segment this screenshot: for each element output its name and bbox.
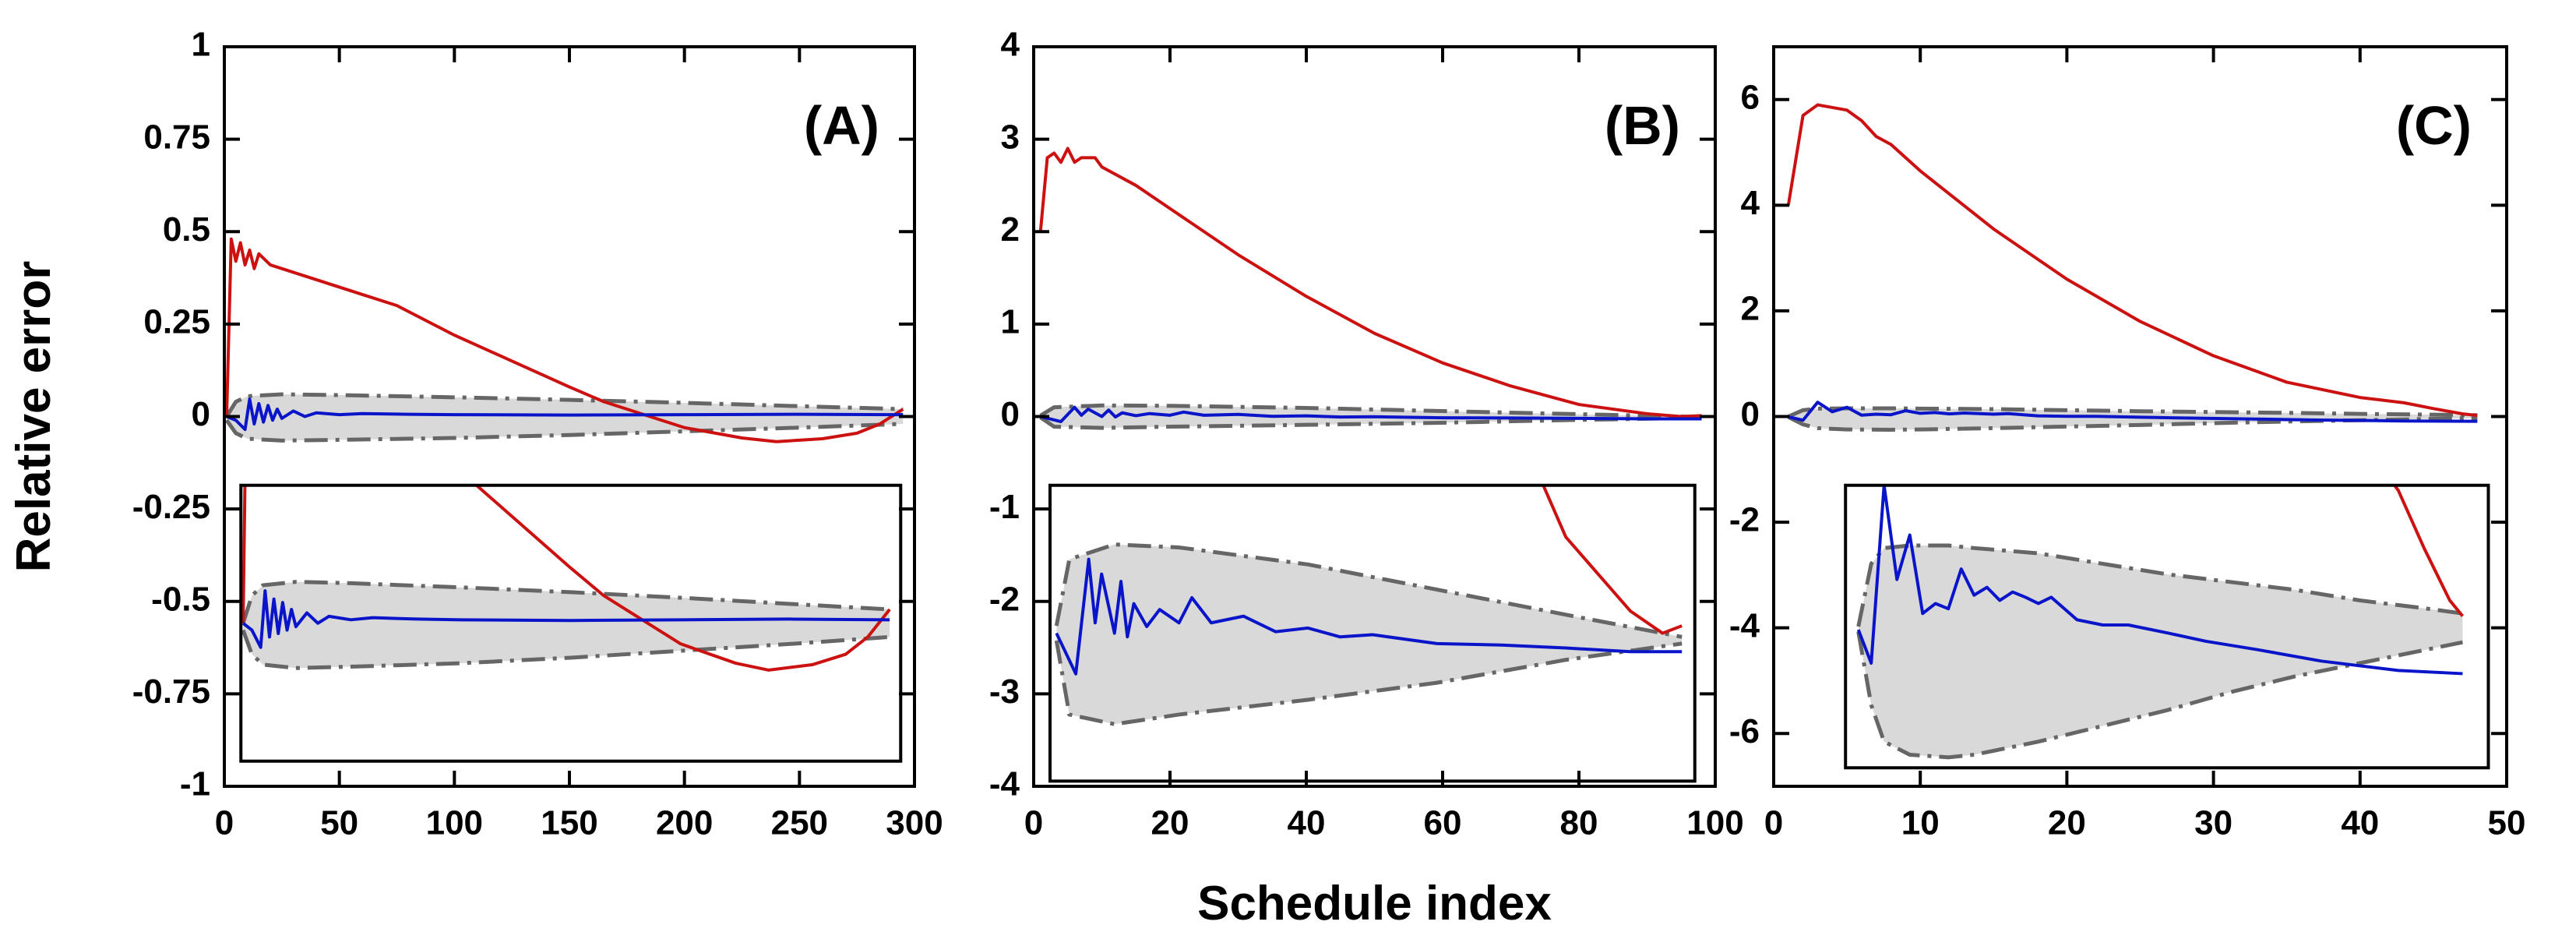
y-tick-label: 3 bbox=[1001, 118, 1020, 156]
y-tick-label: 4 bbox=[1741, 184, 1760, 222]
y-axis-title: Relative error bbox=[7, 261, 61, 573]
plot-area bbox=[224, 237, 904, 443]
inset-band-edge bbox=[1856, 543, 2463, 627]
y-tick-label: 1 bbox=[192, 26, 210, 64]
y-tick-label: -2 bbox=[989, 580, 1020, 618]
inset-plot bbox=[1054, 485, 1683, 726]
inset-frame bbox=[1844, 483, 2490, 770]
y-tick-label: 0.25 bbox=[143, 303, 210, 341]
inset-plot bbox=[241, 485, 891, 672]
x-tick-label: 50 bbox=[320, 804, 358, 842]
x-tick-label: 100 bbox=[426, 804, 483, 842]
panel-label: (A) bbox=[804, 95, 879, 156]
x-tick-label: 40 bbox=[2341, 804, 2379, 842]
band-edge bbox=[1039, 403, 1702, 419]
inset-series-line bbox=[241, 485, 891, 672]
band-edge bbox=[1787, 406, 2478, 418]
band-edge bbox=[224, 418, 904, 443]
x-tick-label: 20 bbox=[2048, 804, 2086, 842]
inset-band-edge bbox=[1856, 631, 2463, 760]
x-tick-label: 0 bbox=[1764, 804, 1783, 842]
inset-band-fill bbox=[1858, 545, 2463, 757]
inset-series-line bbox=[1856, 485, 2463, 676]
y-tick-label: 4 bbox=[1001, 26, 1020, 64]
series-line bbox=[226, 397, 904, 432]
x-axis-title: Schedule index bbox=[1197, 877, 1552, 925]
y-tick-label: 0 bbox=[1741, 395, 1760, 433]
y-tick-label: -0.5 bbox=[151, 580, 210, 618]
inset-band-edge bbox=[1054, 542, 1683, 639]
panel: 10.750.50.250-0.25-0.5-0.75-10 50 100 150 20… bbox=[132, 26, 943, 842]
x-tick-label: 100 bbox=[1686, 804, 1743, 842]
inset-plot bbox=[1856, 485, 2465, 760]
inset-series-line bbox=[1055, 557, 1683, 676]
x-tick-label: 80 bbox=[1560, 804, 1598, 842]
x-tick-label: 250 bbox=[771, 804, 828, 842]
x-tick-label: 300 bbox=[886, 804, 943, 842]
x-tick-label: 40 bbox=[1288, 804, 1326, 842]
y-tick-label: -1 bbox=[989, 488, 1020, 526]
inset-series-line bbox=[1542, 485, 1683, 635]
band-edge bbox=[1039, 415, 1702, 430]
y-tick-label: 2 bbox=[1741, 290, 1760, 328]
plot-area bbox=[1786, 103, 2478, 432]
x-tick-label: 200 bbox=[656, 804, 713, 842]
inset-band-fill bbox=[243, 581, 890, 669]
x-tick-label: 0 bbox=[1024, 804, 1043, 842]
series-line bbox=[1788, 401, 2478, 423]
y-tick-label: -3 bbox=[989, 673, 1020, 711]
y-tick-label: -0.75 bbox=[132, 673, 210, 711]
y-tick-label: 0.5 bbox=[163, 210, 210, 249]
y-tick-label: 0 bbox=[1001, 395, 1020, 433]
y-tick-label: 0.75 bbox=[143, 118, 210, 156]
series-line bbox=[224, 237, 904, 443]
x-tick-label: 0 bbox=[215, 804, 234, 842]
x-tick-label: 30 bbox=[2194, 804, 2232, 842]
inset-band-edge bbox=[241, 580, 890, 624]
y-tick-label: -0.25 bbox=[132, 488, 210, 526]
y-tick-label: -4 bbox=[1729, 606, 1760, 644]
y-tick-label: 0 bbox=[192, 395, 210, 433]
x-tick-label: 10 bbox=[1901, 804, 1940, 842]
x-tick-label: 150 bbox=[541, 804, 597, 842]
panel-label: (C) bbox=[2396, 95, 2472, 156]
inset-series-line bbox=[2392, 485, 2465, 617]
y-tick-label: -2 bbox=[1729, 501, 1760, 539]
panel-label: (B) bbox=[1605, 95, 1680, 156]
y-tick-label: -1 bbox=[180, 765, 210, 803]
x-tick-label: 20 bbox=[1151, 804, 1189, 842]
plot-area bbox=[1038, 147, 1702, 430]
inset-frame bbox=[1048, 483, 1697, 783]
inset-frame bbox=[239, 483, 903, 763]
x-tick-label: 50 bbox=[2488, 804, 2526, 842]
y-tick-label: 1 bbox=[1001, 303, 1020, 341]
inset-band-edge bbox=[241, 629, 890, 670]
series-line bbox=[1040, 405, 1702, 424]
x-tick-label: 60 bbox=[1424, 804, 1462, 842]
y-tick-label: -6 bbox=[1729, 712, 1760, 750]
y-tick-label: 2 bbox=[1001, 210, 1020, 249]
y-tick-label: 6 bbox=[1741, 78, 1760, 116]
series-line bbox=[1786, 103, 2478, 418]
band-edge bbox=[224, 392, 904, 418]
y-tick-label: -4 bbox=[989, 765, 1020, 803]
series-line bbox=[1038, 147, 1702, 418]
inset-series-line bbox=[241, 589, 890, 649]
